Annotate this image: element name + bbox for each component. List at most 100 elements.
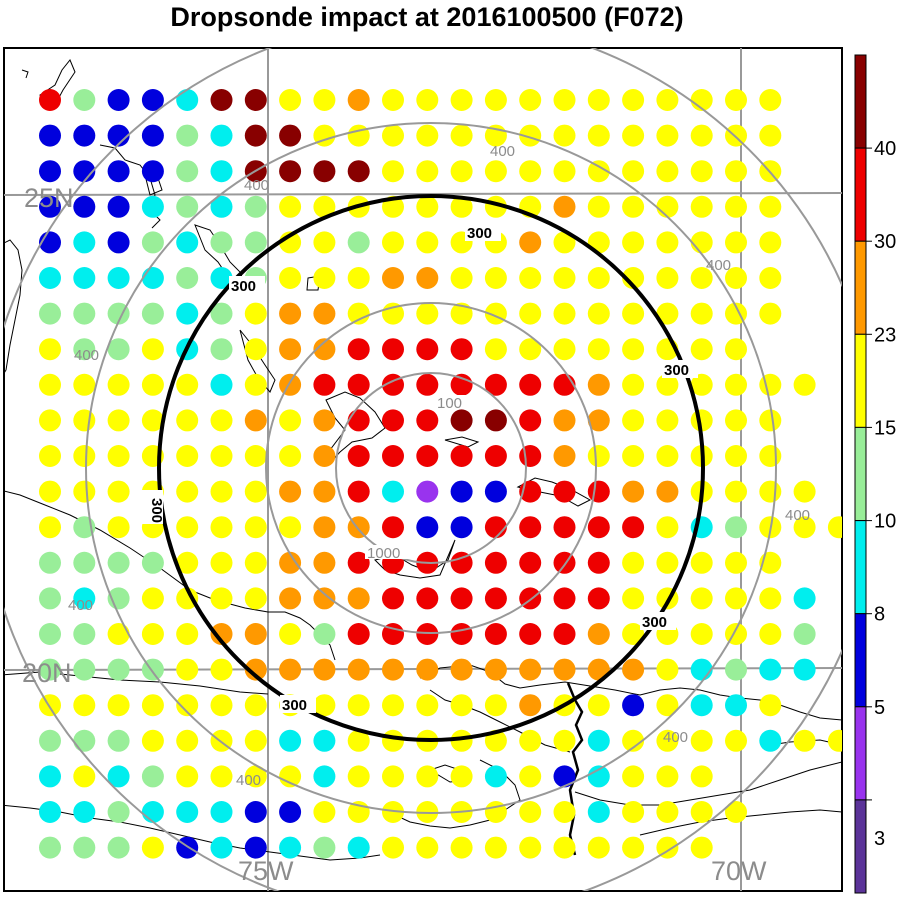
impact-dot xyxy=(176,267,199,289)
impact-dot xyxy=(416,373,439,396)
impact-dot xyxy=(656,729,679,752)
impact-dot xyxy=(210,694,233,717)
impact-dot xyxy=(107,729,130,752)
impact-dot xyxy=(587,480,610,503)
colorbar-box xyxy=(854,520,867,615)
impact-dot xyxy=(107,231,130,254)
impact-dot xyxy=(313,587,336,610)
impact-dot xyxy=(656,160,679,183)
impact-dot xyxy=(210,373,233,396)
impact-dot xyxy=(279,729,302,752)
haiti-dr-border xyxy=(566,682,584,856)
colorbar-label: 30 xyxy=(874,231,896,253)
coastline-small-island xyxy=(21,69,29,79)
impact-dot xyxy=(587,729,610,752)
impact-dot xyxy=(313,267,336,289)
impact-dot xyxy=(416,195,439,218)
impact-dot xyxy=(622,160,645,183)
impact-dot xyxy=(519,623,542,645)
ring-label-300-right: 300 xyxy=(664,362,689,379)
impact-dot xyxy=(244,765,267,788)
impact-dot xyxy=(484,658,507,681)
impact-dot xyxy=(553,267,576,289)
impact-dot xyxy=(107,623,130,645)
impact-dot xyxy=(759,729,782,752)
impact-dot xyxy=(587,195,610,218)
colorbar-box xyxy=(854,706,867,801)
impact-dot xyxy=(382,694,404,717)
impact-dot xyxy=(759,480,782,503)
impact-dot xyxy=(279,338,302,361)
impact-dot xyxy=(725,195,747,218)
impact-dot xyxy=(210,516,233,539)
impact-dot xyxy=(244,801,267,823)
impact-dot xyxy=(382,836,404,859)
impact-dot xyxy=(587,587,610,610)
impact-dot xyxy=(313,231,336,254)
impact-dot xyxy=(39,694,61,717)
impact-dot xyxy=(587,409,610,432)
impact-dot xyxy=(450,694,473,717)
impact-dot xyxy=(107,373,130,396)
impact-dot xyxy=(690,836,713,859)
impact-dot xyxy=(279,89,302,111)
impact-dot xyxy=(210,623,233,645)
impact-dot xyxy=(244,302,267,325)
impact-dot xyxy=(73,302,96,325)
impact-dot xyxy=(416,160,439,183)
impact-dot xyxy=(73,729,96,752)
impact-dot xyxy=(107,302,130,325)
impact-dot xyxy=(39,302,61,325)
impact-dot xyxy=(73,480,96,503)
impact-dot xyxy=(279,836,302,859)
impact-dot xyxy=(656,231,679,254)
impact-dot xyxy=(622,729,645,752)
impact-dot xyxy=(587,694,610,717)
colorbar-labels: 40 30 23 15 10 8 5 3 xyxy=(866,138,896,850)
impact-dot xyxy=(725,551,747,574)
impact-dot xyxy=(210,480,233,503)
impact-dot xyxy=(450,658,473,681)
impact-dot xyxy=(553,765,576,788)
colorbar: 40 30 23 15 10 8 5 3 xyxy=(854,54,896,894)
impact-dot xyxy=(587,516,610,539)
impact-dot xyxy=(416,267,439,289)
impact-dot xyxy=(793,658,816,681)
impact-dots xyxy=(39,89,842,859)
impact-dot xyxy=(519,160,542,183)
impact-dot xyxy=(279,623,302,645)
impact-dot xyxy=(759,694,782,717)
impact-dot xyxy=(690,729,713,752)
impact-dot xyxy=(39,409,61,432)
lat-label-25n: 25N xyxy=(24,183,74,213)
impact-dot xyxy=(519,551,542,574)
impact-dot xyxy=(210,89,233,111)
impact-dot xyxy=(484,765,507,788)
impact-dot xyxy=(107,267,130,289)
impact-dot xyxy=(484,694,507,717)
impact-dot xyxy=(416,623,439,645)
impact-dot xyxy=(39,516,61,539)
ring-label-300-top: 300 xyxy=(467,225,492,242)
impact-dot xyxy=(107,658,130,681)
impact-dot xyxy=(107,160,130,183)
ring-labels: 100 1000 300 300 300 300 300 300 400 400… xyxy=(68,143,810,789)
ring-label-1000: 1000 xyxy=(367,545,400,562)
impact-dot xyxy=(73,694,96,717)
impact-dot xyxy=(313,658,336,681)
impact-dot xyxy=(759,195,782,218)
impact-dot xyxy=(382,409,404,432)
impact-dot xyxy=(244,124,267,147)
impact-dot xyxy=(347,623,370,645)
impact-dot xyxy=(382,124,404,147)
impact-dot xyxy=(176,302,199,325)
impact-dot xyxy=(141,302,164,325)
impact-dot xyxy=(39,765,61,788)
impact-dot xyxy=(450,124,473,147)
impact-dot xyxy=(553,373,576,396)
impact-dot xyxy=(484,551,507,574)
impact-dot xyxy=(725,801,747,823)
impact-dot xyxy=(39,658,61,681)
impact-dot xyxy=(725,445,747,467)
impact-dot xyxy=(39,587,61,610)
